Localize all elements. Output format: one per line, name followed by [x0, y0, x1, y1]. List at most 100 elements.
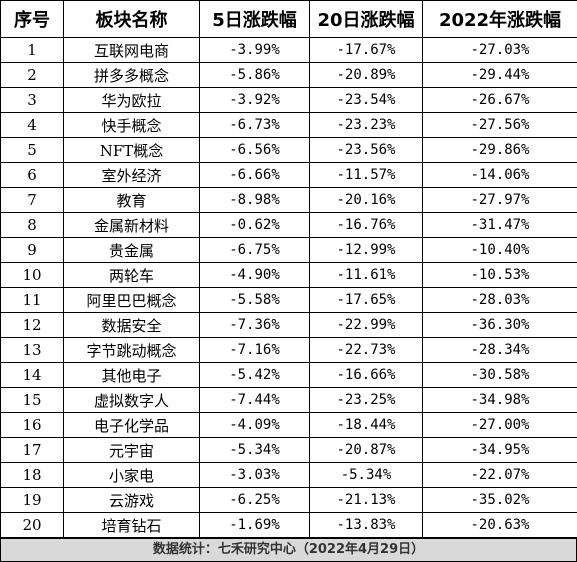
table-row: 16 电子化学品 -4.09% -18.44% -27.00% — [0, 412, 577, 438]
change-2022: -27.03% — [422, 37, 577, 63]
change-5day: -6.73% — [199, 112, 310, 138]
change-20day: -17.65% — [309, 287, 423, 313]
sector-name: 字节跳动概念 — [63, 337, 200, 363]
change-2022: -28.34% — [422, 337, 577, 363]
row-index: 15 — [0, 387, 64, 413]
row-index: 14 — [0, 362, 64, 388]
sector-name: 数据安全 — [63, 312, 200, 338]
row-index: 8 — [0, 212, 64, 238]
sector-name: 培育钻石 — [63, 512, 200, 538]
change-20day: -18.44% — [309, 412, 423, 438]
sector-name: 互联网电商 — [63, 37, 200, 63]
row-index: 10 — [0, 262, 64, 288]
sector-name: 贵金属 — [63, 237, 200, 263]
sector-name: 阿里巴巴概念 — [63, 287, 200, 313]
row-index: 5 — [0, 137, 64, 163]
change-20day: -20.87% — [309, 437, 423, 463]
row-index: 19 — [0, 487, 64, 513]
row-index: 16 — [0, 412, 64, 438]
change-2022: -34.95% — [422, 437, 577, 463]
sector-name: 其他电子 — [63, 362, 200, 388]
change-2022: -30.58% — [422, 362, 577, 388]
row-index: 12 — [0, 312, 64, 338]
table-row: 18 小家电 -3.03% -5.34% -22.07% — [0, 462, 577, 488]
change-5day: -7.16% — [199, 337, 310, 363]
change-20day: -11.57% — [309, 162, 423, 188]
table-body: 1 互联网电商 -3.99% -17.67% -27.03% 2 拼多多概念 -5.86% -2… — [0, 37, 577, 538]
header-20day-change: 20日涨跌幅 — [309, 0, 423, 38]
row-index: 18 — [0, 462, 64, 488]
change-20day: -22.99% — [309, 312, 423, 338]
change-5day: -4.90% — [199, 262, 310, 288]
change-2022: -36.30% — [422, 312, 577, 338]
row-index: 3 — [0, 87, 64, 113]
table-row: 13 字节跳动概念 -7.16% -22.73% -28.34% — [0, 337, 577, 363]
table-row: 6 室外经济 -6.66% -11.57% -14.06% — [0, 162, 577, 188]
table-row: 7 教育 -8.98% -20.16% -27.97% — [0, 187, 577, 213]
table-row: 14 其他电子 -5.42% -16.66% -30.58% — [0, 362, 577, 388]
change-2022: -34.98% — [422, 387, 577, 413]
sector-name: 室外经济 — [63, 162, 200, 188]
change-5day: -3.92% — [199, 87, 310, 113]
change-20day: -17.67% — [309, 37, 423, 63]
table-row: 2 拼多多概念 -5.86% -20.89% -29.44% — [0, 62, 577, 88]
change-5day: -4.09% — [199, 412, 310, 438]
row-index: 4 — [0, 112, 64, 138]
table-row: 3 华为欧拉 -3.92% -23.54% -26.67% — [0, 87, 577, 113]
row-index: 20 — [0, 512, 64, 538]
change-5day: -6.56% — [199, 137, 310, 163]
change-2022: -27.00% — [422, 412, 577, 438]
sector-name: 华为欧拉 — [63, 87, 200, 113]
change-20day: -21.13% — [309, 487, 423, 513]
change-20day: -11.61% — [309, 262, 423, 288]
change-20day: -13.83% — [309, 512, 423, 538]
header-2022-change: 2022年涨跌幅 — [422, 0, 577, 38]
change-2022: -22.07% — [422, 462, 577, 488]
change-5day: -6.75% — [199, 237, 310, 263]
change-5day: -5.58% — [199, 287, 310, 313]
sector-name: 金属新材料 — [63, 212, 200, 238]
change-20day: -20.89% — [309, 62, 423, 88]
change-2022: -10.53% — [422, 262, 577, 288]
sector-name: 小家电 — [63, 462, 200, 488]
change-20day: -23.25% — [309, 387, 423, 413]
change-20day: -20.16% — [309, 187, 423, 213]
change-5day: -7.44% — [199, 387, 310, 413]
row-index: 13 — [0, 337, 64, 363]
sector-name: 教育 — [63, 187, 200, 213]
table-row: 9 贵金属 -6.75% -12.99% -10.40% — [0, 237, 577, 263]
change-20day: -16.76% — [309, 212, 423, 238]
change-20day: -16.66% — [309, 362, 423, 388]
change-2022: -10.40% — [422, 237, 577, 263]
change-2022: -28.03% — [422, 287, 577, 313]
row-index: 6 — [0, 162, 64, 188]
change-5day: -3.99% — [199, 37, 310, 63]
table-row: 8 金属新材料 -0.62% -16.76% -31.47% — [0, 212, 577, 238]
change-5day: -5.34% — [199, 437, 310, 463]
table-row: 19 云游戏 -6.25% -21.13% -35.02% — [0, 487, 577, 513]
table-row: 11 阿里巴巴概念 -5.58% -17.65% -28.03% — [0, 287, 577, 313]
sector-name: 拼多多概念 — [63, 62, 200, 88]
change-20day: -12.99% — [309, 237, 423, 263]
table-row: 17 元宇宙 -5.34% -20.87% -34.95% — [0, 437, 577, 463]
change-5day: -5.42% — [199, 362, 310, 388]
table-row: 4 快手概念 -6.73% -23.23% -27.56% — [0, 112, 577, 138]
data-source-footer: 数据统计：七禾研究中心（2022年4月29日） — [0, 538, 577, 562]
change-2022: -35.02% — [422, 487, 577, 513]
header-5day-change: 5日涨跌幅 — [199, 0, 310, 38]
change-2022: -29.44% — [422, 62, 577, 88]
change-5day: -6.25% — [199, 487, 310, 513]
row-index: 7 — [0, 187, 64, 213]
change-2022: -27.97% — [422, 187, 577, 213]
change-20day: -23.56% — [309, 137, 423, 163]
table-row: 12 数据安全 -7.36% -22.99% -36.30% — [0, 312, 577, 338]
change-20day: -22.73% — [309, 337, 423, 363]
table-row: 15 虚拟数字人 -7.44% -23.25% -34.98% — [0, 387, 577, 413]
change-5day: -8.98% — [199, 187, 310, 213]
row-index: 11 — [0, 287, 64, 313]
header-index: 序号 — [0, 0, 64, 38]
sector-name: NFT概念 — [63, 137, 200, 163]
sector-name: 元宇宙 — [63, 437, 200, 463]
change-2022: -31.47% — [422, 212, 577, 238]
